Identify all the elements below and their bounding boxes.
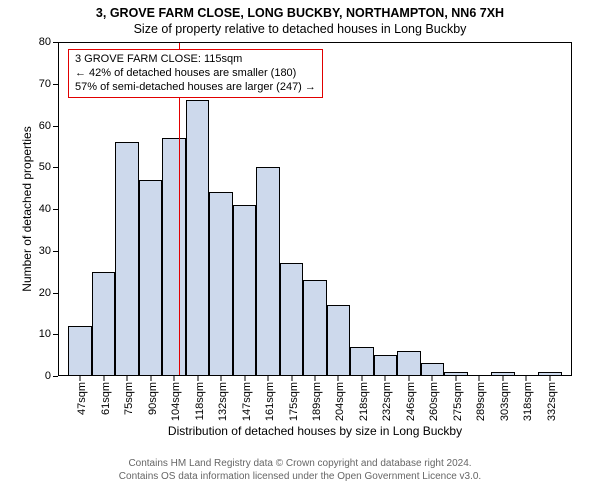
y-tick-label: 40 [39, 203, 58, 215]
attribution-text: Contains HM Land Registry data © Crown c… [0, 458, 600, 483]
x-tick-label: 61sqm [100, 382, 112, 415]
x-tick-label: 303sqm [499, 382, 511, 421]
x-tick-mark [408, 376, 409, 381]
y-tick-label: 0 [45, 370, 58, 382]
x-tick-mark [197, 376, 198, 381]
y-tick-label: 70 [39, 78, 58, 90]
y-tick-label: 10 [39, 328, 58, 340]
x-tick-label: 147sqm [241, 382, 253, 421]
y-tick-label: 30 [39, 245, 58, 257]
x-tick-mark [291, 376, 292, 381]
x-tick-mark [526, 376, 527, 381]
x-tick-label: 90sqm [147, 382, 159, 415]
chart-title-line-1: 3, GROVE FARM CLOSE, LONG BUCKBY, NORTHA… [0, 6, 600, 22]
x-tick-label: 204sqm [334, 382, 346, 421]
x-tick-mark [338, 376, 339, 381]
x-tick-label: 132sqm [217, 382, 229, 421]
x-tick-label: 104sqm [170, 382, 182, 421]
x-tick-label: 332sqm [546, 382, 558, 421]
y-tick-label: 20 [39, 287, 58, 299]
x-tick-label: 232sqm [381, 382, 393, 421]
x-tick-mark [502, 376, 503, 381]
x-tick-mark [479, 376, 480, 381]
x-tick-mark [455, 376, 456, 381]
x-tick-label: 275sqm [452, 382, 464, 421]
x-tick-mark [268, 376, 269, 381]
x-tick-label: 75sqm [123, 382, 135, 415]
x-tick-mark [80, 376, 81, 381]
x-tick-label: 260sqm [428, 382, 440, 421]
x-tick-label: 246sqm [405, 382, 417, 421]
histogram-chart: 3, GROVE FARM CLOSE, LONG BUCKBY, NORTHA… [0, 6, 600, 37]
chart-title-line-2: Size of property relative to detached ho… [0, 22, 600, 38]
x-tick-mark [127, 376, 128, 381]
annotation-line-1: 3 GROVE FARM CLOSE: 115sqm [75, 53, 316, 67]
x-tick-mark [174, 376, 175, 381]
x-axis-label: Distribution of detached houses by size … [58, 424, 572, 438]
x-tick-label: 118sqm [194, 382, 206, 420]
attribution-line-2: Contains OS data information licensed un… [0, 471, 600, 484]
x-tick-mark [150, 376, 151, 381]
x-tick-label: 47sqm [76, 382, 88, 415]
x-tick-label: 218sqm [358, 382, 370, 421]
x-tick-mark [549, 376, 550, 381]
y-tick-label: 50 [39, 161, 58, 173]
x-tick-mark [361, 376, 362, 381]
x-tick-label: 161sqm [264, 382, 276, 421]
x-tick-label: 175sqm [288, 382, 300, 421]
y-tick-label: 60 [39, 120, 58, 132]
x-tick-mark [244, 376, 245, 381]
y-axis-label: Number of detached properties [20, 126, 34, 291]
x-tick-mark [221, 376, 222, 381]
x-tick-label: 189sqm [311, 382, 323, 421]
x-tick-label: 318sqm [522, 382, 534, 421]
x-tick-mark [385, 376, 386, 381]
annotation-line-2: ← 42% of detached houses are smaller (18… [75, 67, 316, 81]
annotation-line-3: 57% of semi-detached houses are larger (… [75, 81, 316, 95]
x-tick-mark [103, 376, 104, 381]
x-tick-mark [432, 376, 433, 381]
x-tick-label: 289sqm [475, 382, 487, 421]
attribution-line-1: Contains HM Land Registry data © Crown c… [0, 458, 600, 471]
x-tick-mark [315, 376, 316, 381]
y-tick-label: 80 [39, 36, 58, 48]
annotation-box: 3 GROVE FARM CLOSE: 115sqm ← 42% of deta… [68, 49, 323, 98]
